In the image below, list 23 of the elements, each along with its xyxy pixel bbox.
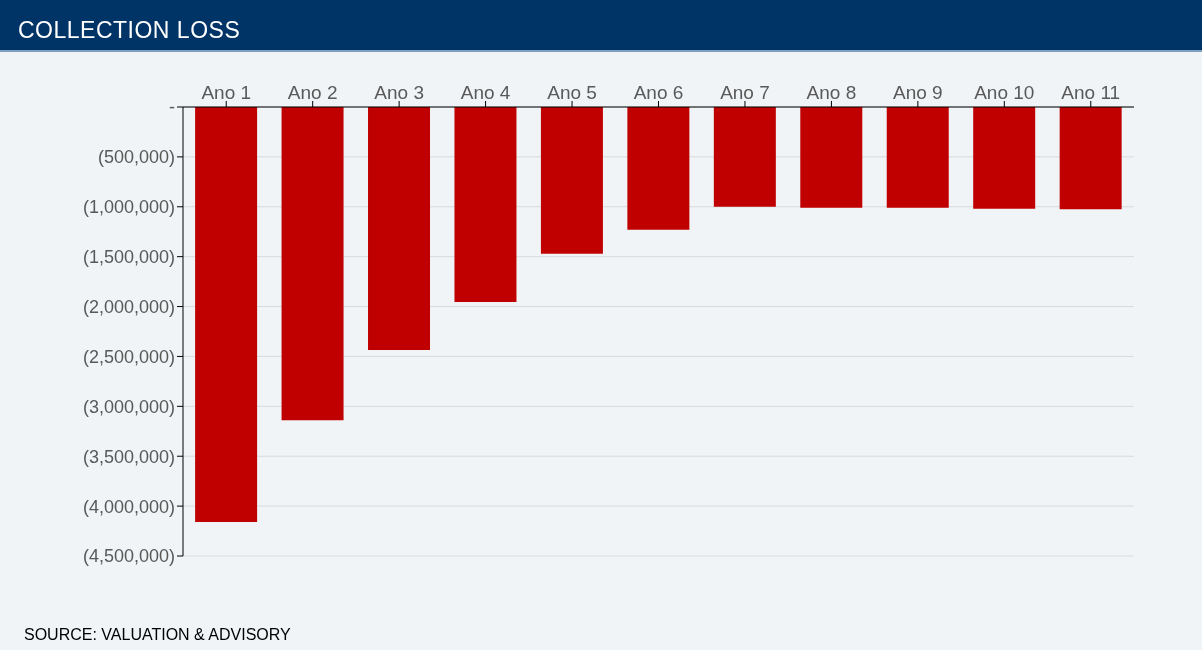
y-tick-label: (2,000,000) <box>82 296 175 317</box>
y-tick-label: (3,000,000) <box>82 396 175 417</box>
chart-title: COLLECTION LOSS <box>18 17 241 44</box>
x-tick-label: Ano 4 <box>460 82 511 103</box>
x-tick-label: Ano 2 <box>287 82 338 103</box>
y-tick-label: - <box>169 97 175 118</box>
y-tick-label: (1,000,000) <box>82 197 175 218</box>
x-tick-label: Ano 5 <box>547 82 597 103</box>
x-tick-label: Ano 8 <box>806 82 857 103</box>
y-tick-label: (500,000) <box>97 147 175 168</box>
x-tick-label: Ano 3 <box>374 82 424 103</box>
x-tick-label: Ano 7 <box>720 82 770 103</box>
y-tick-label: (3,500,000) <box>82 446 175 467</box>
x-tick-label: Ano 6 <box>633 82 684 103</box>
y-tick-label: (1,500,000) <box>82 247 175 268</box>
y-tick-label: (4,000,000) <box>82 496 175 517</box>
x-tick-label: Ano 9 <box>893 82 943 103</box>
y-tick-label: (4,500,000) <box>82 546 175 567</box>
y-tick-label: (2,500,000) <box>82 346 175 367</box>
source-note: SOURCE: VALUATION & ADVISORY <box>24 626 291 644</box>
x-tick-label: Ano 11 <box>1061 82 1121 103</box>
x-tick-label: Ano 1 <box>201 82 252 103</box>
x-tick-label: Ano 10 <box>974 82 1035 103</box>
